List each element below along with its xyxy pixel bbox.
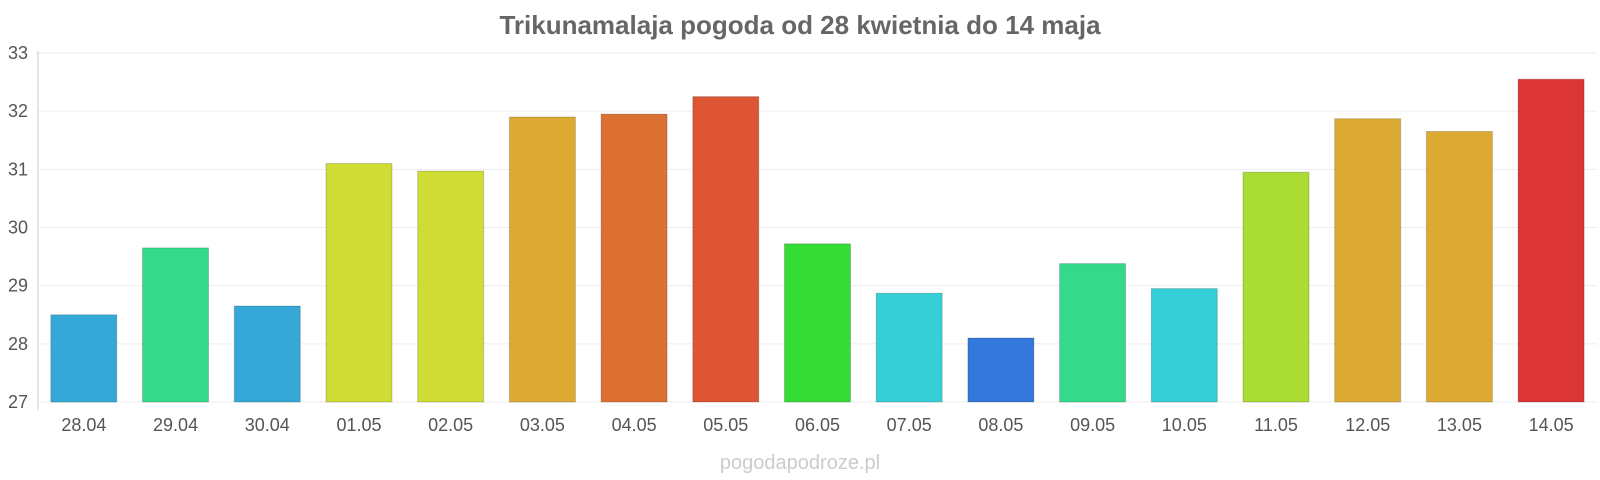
y-tick-label: 30 [8,218,28,238]
x-tick-label: 08.05 [978,415,1023,435]
bar-09.05 [1059,263,1127,403]
bar-07.05 [875,292,943,403]
bar-14.05 [1517,78,1585,403]
x-tick-labels: 28.04 29.04 30.04 01.05 02.05 03.05 04.05 05.05… [61,415,1573,435]
bar-08.05 [967,337,1035,403]
x-tick-label: 11.05 [1254,415,1298,435]
bar-28.04 [50,314,118,403]
bar-10.05 [1150,288,1218,403]
bar-06.05 [784,243,851,403]
y-tick-label: 31 [8,159,28,179]
watermark: pogodapodroze.pl [719,452,881,474]
chart-title: Trikunamalaja pogoda od 28 kwietnia do 1… [499,10,1101,40]
x-tick-label: 28.04 [61,415,106,435]
x-tick-label: 02.05 [428,415,473,435]
x-tick-label: 14.05 [1529,415,1574,435]
x-tick-label: 06.05 [795,415,840,435]
y-tick-label: 33 [8,43,28,63]
x-tick-label: 10.05 [1162,415,1207,435]
bar-04.05 [600,113,668,403]
y-tick-label: 32 [8,101,28,121]
x-tick-label: 09.05 [1070,415,1115,435]
x-tick-label: 03.05 [520,415,565,435]
bar-01.05 [325,163,393,403]
bar-02.05 [417,170,485,403]
bar-30.04 [233,305,301,403]
x-tick-label: 13.05 [1437,415,1482,435]
bar-05.05 [692,96,760,403]
y-tick-label: 29 [8,276,28,296]
x-tick-label: 29.04 [153,415,198,435]
y-tick-label: 28 [8,334,28,354]
x-tick-label: 12.05 [1345,415,1390,435]
bar-13.05 [1425,131,1493,403]
y-tick-label: 27 [8,392,28,412]
bar-29.04 [142,247,209,403]
bar-03.05 [508,116,576,403]
bar-11.05 [1242,171,1310,403]
x-tick-label: 04.05 [612,415,657,435]
x-tick-label: 30.04 [245,415,290,435]
bars [50,78,1585,403]
x-tick-label: 01.05 [336,415,381,435]
x-tick-label: 05.05 [703,415,748,435]
bar-12.05 [1334,118,1402,403]
y-tick-labels: 27 28 29 30 31 32 33 [8,43,28,412]
x-tick-label: 07.05 [887,415,932,435]
